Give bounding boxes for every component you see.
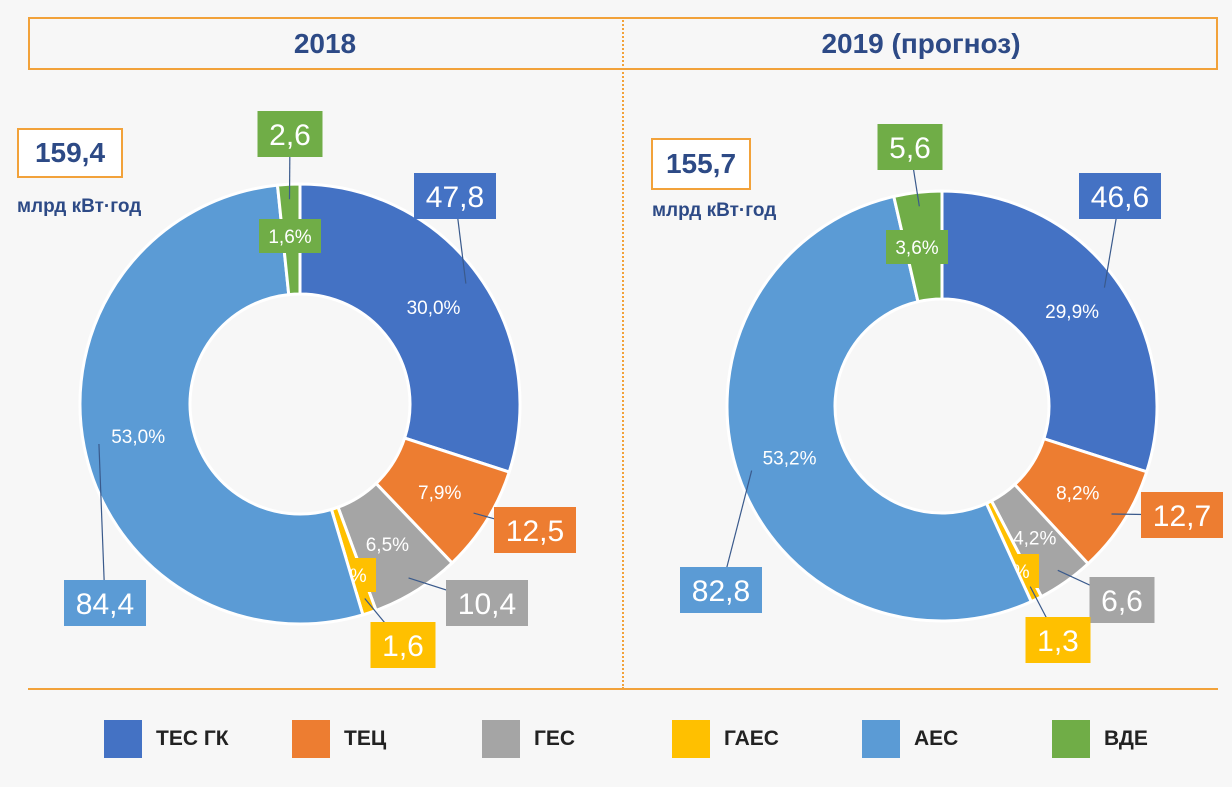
value-label-box — [1089, 577, 1155, 623]
total-2019: 155,7 — [651, 138, 751, 190]
legend-item-aes: АЕС — [862, 720, 958, 758]
chart-title-2018: 2018 — [293, 28, 357, 59]
legend-item-tets: ТЕЦ — [292, 720, 386, 758]
legend-label: ГЕС — [534, 727, 576, 750]
value-label-box — [877, 124, 943, 170]
legend-item-tes-gk: ТЕС ГК — [104, 720, 229, 758]
value-label: 10,4 — [458, 588, 516, 621]
pct-label: 1,6% — [268, 227, 311, 248]
value-label-box — [414, 173, 496, 219]
donut-0: 30,0%47,87,9%12,56,5%10,41,0%1,653,0%84,… — [64, 111, 576, 668]
slice-АЕС — [78, 183, 365, 626]
legend-swatch — [862, 720, 900, 758]
value-label: 46,6 — [1091, 181, 1149, 214]
pct-label-box — [886, 230, 948, 264]
value-label: 6,6 — [1101, 585, 1143, 618]
legend-label: ТЕЦ — [344, 727, 387, 750]
pct-label: 8,2% — [1056, 484, 1099, 505]
legend-item-vde: ВДЕ — [1052, 720, 1148, 758]
legend: ТЕС ГК ТЕЦ ГЕС ГАЕС АЕС ВДЕ — [0, 720, 1232, 770]
pct-label-box — [259, 219, 321, 253]
legend-label: АЕС — [914, 727, 959, 750]
total-2018: 159,4 — [17, 128, 123, 178]
value-label: 2,6 — [269, 119, 311, 152]
unit-2018: млрд кВт·год — [17, 196, 142, 217]
value-label-box — [64, 580, 146, 626]
unit-2019: млрд кВт·год — [652, 200, 777, 221]
value-label: 12,7 — [1153, 500, 1211, 533]
vertical-divider — [622, 17, 624, 689]
value-label: 5,6 — [889, 132, 931, 165]
value-label: 1,6 — [382, 630, 424, 663]
legend-swatch — [104, 720, 142, 758]
pct-label: 7,9% — [418, 483, 461, 504]
value-label: 82,8 — [692, 575, 750, 608]
pct-label: 30,0% — [407, 298, 461, 319]
legend-swatch — [672, 720, 710, 758]
value-label-box — [680, 567, 762, 613]
legend-swatch — [292, 720, 330, 758]
value-label-box — [257, 111, 323, 157]
horizontal-divider — [28, 688, 1218, 690]
value-label-box — [1079, 173, 1161, 219]
pct-label: 53,2% — [763, 449, 817, 470]
value-label: 1,3 — [1037, 625, 1079, 658]
legend-label: ГАЕС — [724, 727, 779, 750]
legend-label: ТЕС ГК — [156, 727, 229, 750]
legend-item-gaes: ГАЕС — [672, 720, 779, 758]
value-label-box — [1025, 617, 1091, 663]
slice-ТЕС ГК — [940, 189, 1159, 474]
value-label-box — [494, 507, 576, 553]
leader-line — [98, 443, 106, 604]
slice-ТЕС ГК — [298, 182, 522, 474]
value-label: 12,5 — [506, 515, 564, 548]
chart-title-2019: 2019 (прогноз) — [821, 28, 1021, 59]
value-label-box — [370, 622, 436, 668]
value-label: 84,4 — [76, 588, 134, 621]
value-label-box — [446, 580, 528, 626]
donut-1: 29,9%46,68,2%12,74,2%6,60,9%1,353,2%82,8… — [680, 124, 1223, 663]
legend-swatch — [1052, 720, 1090, 758]
pct-label: 29,9% — [1045, 302, 1099, 323]
pct-label: 3,6% — [895, 238, 938, 259]
pct-label: 4,2% — [1013, 529, 1056, 550]
legend-item-ges: ГЕС — [482, 720, 575, 758]
pct-label: 6,5% — [366, 535, 409, 556]
value-label-box — [1141, 492, 1223, 538]
slice-АЕС — [725, 194, 1034, 623]
value-label: 47,8 — [426, 181, 484, 214]
legend-swatch — [482, 720, 520, 758]
pct-label: 53,0% — [111, 427, 165, 448]
legend-label: ВДЕ — [1104, 727, 1148, 750]
